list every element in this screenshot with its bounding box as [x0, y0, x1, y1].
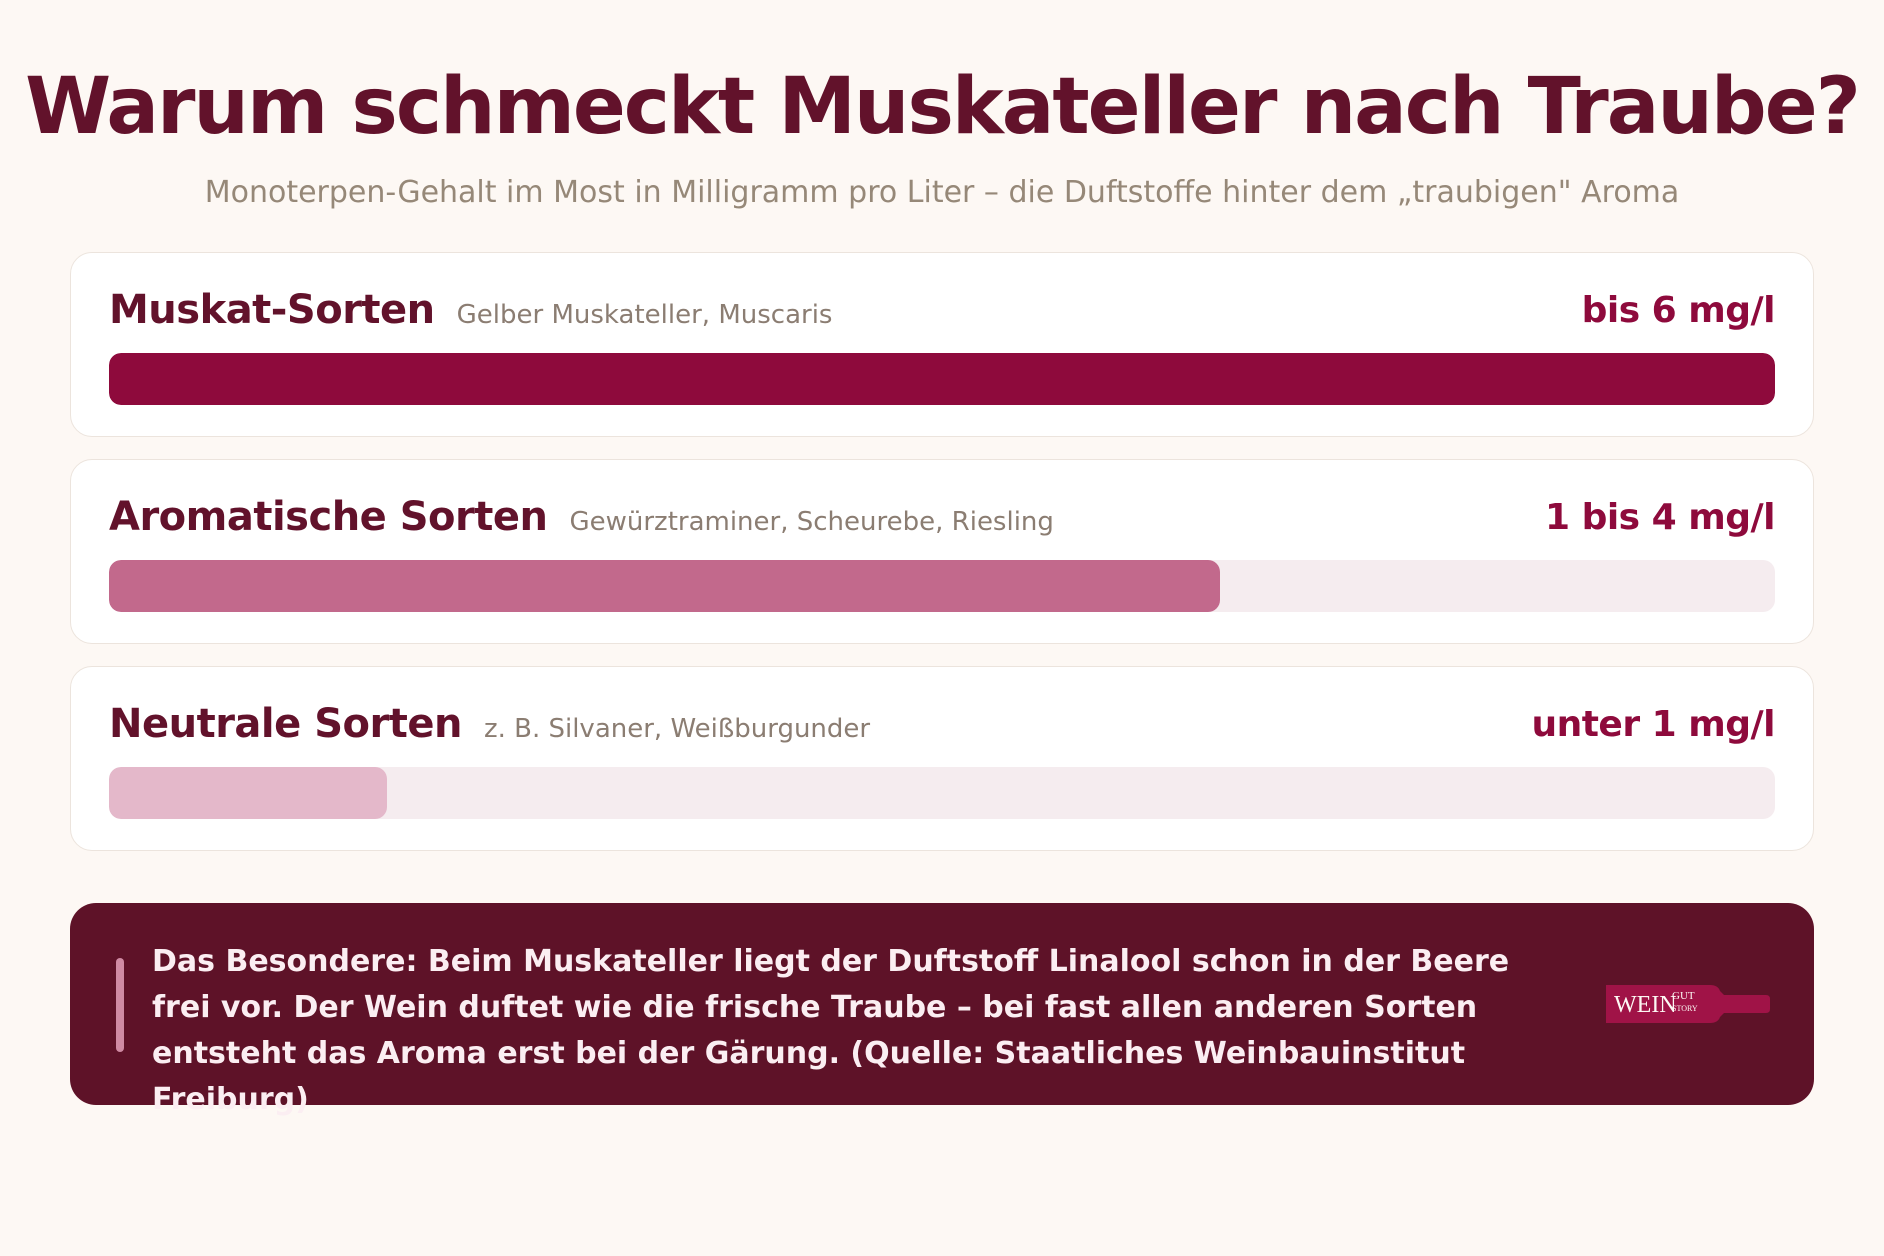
category-card: Muskat-Sorten Gelber Muskateller, Muscari… [70, 252, 1814, 437]
category-examples: Gelber Muskateller, Muscaris [456, 300, 833, 330]
bar-fill [109, 560, 1220, 612]
logo-bottle-shape [1606, 985, 1770, 1023]
value-label: bis 6 mg/l [1581, 290, 1776, 331]
bar-track [109, 767, 1775, 819]
page-title: Warum schmeckt Muskateller nach Traube? [25, 62, 1861, 152]
accent-bar [116, 958, 124, 1052]
category-label: Aromatische Sorten Gewürztraminer, Scheur… [109, 494, 1054, 540]
category-card: Neutrale Sorten z. B. Silvaner, Weißburgu… [70, 666, 1814, 851]
bar-track [109, 560, 1775, 612]
logo-wein-text: WEIN [1614, 992, 1677, 1018]
category-card: Aromatische Sorten Gewürztraminer, Scheur… [70, 459, 1814, 644]
page-subtitle: Monoterpen-Gehalt im Most in Milligramm … [204, 175, 1680, 210]
logo-gut-text: GUT [1672, 990, 1695, 1002]
category-label: Muskat-Sorten Gelber Muskateller, Muscari… [109, 287, 832, 333]
logo-story-text: STORY [1672, 1004, 1698, 1013]
category-name: Neutrale Sorten [109, 701, 462, 747]
info-box: Das Besondere: Beim Muskateller liegt de… [70, 903, 1814, 1117]
value-label: unter 1 mg/l [1531, 704, 1775, 745]
category-examples: Gewürztraminer, Scheurebe, Riesling [569, 507, 1054, 537]
weingut-story-logo: WEIN GUT STORY [1606, 985, 1770, 1023]
value-label: 1 bis 4 mg/l [1544, 497, 1776, 538]
category-name: Aromatische Sorten [109, 494, 548, 540]
bar-fill [109, 767, 387, 819]
info-text: Das Besondere: Beim Muskateller liegt de… [152, 944, 1510, 1117]
category-name: Muskat-Sorten [109, 287, 435, 333]
category-label: Neutrale Sorten z. B. Silvaner, Weißburgu… [109, 701, 870, 747]
bar-fill [109, 353, 1775, 405]
bar-track [109, 353, 1775, 405]
category-examples: z. B. Silvaner, Weißburgunder [483, 714, 871, 744]
